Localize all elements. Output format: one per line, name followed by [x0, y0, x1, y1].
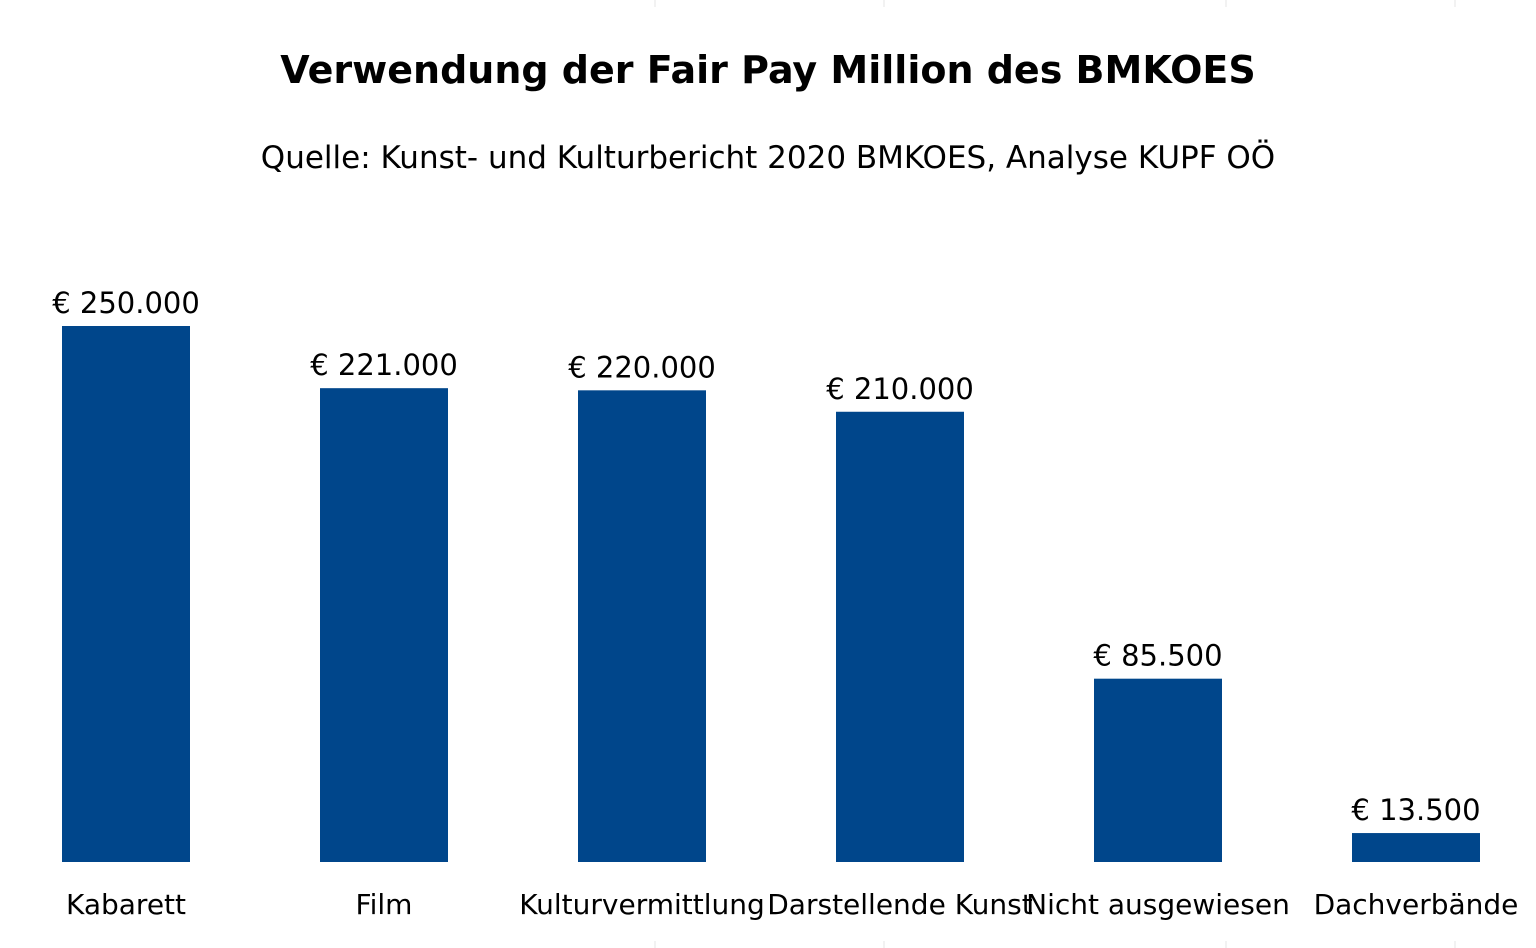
bar-4 [1094, 678, 1222, 862]
bar-0 [62, 326, 190, 862]
data-label-3: € 210.000 [826, 372, 974, 406]
bar-1 [320, 388, 448, 862]
data-label-0: € 250.000 [52, 286, 200, 320]
category-labels: Kabarett Film Kulturvermittlung Darstellend… [66, 888, 1518, 921]
bar-3 [836, 411, 964, 862]
category-label-0: Kabarett [66, 888, 186, 921]
data-label-1: € 221.000 [310, 348, 458, 382]
category-label-4: Nicht ausgewiesen [1026, 888, 1290, 921]
data-label-2: € 220.000 [568, 350, 716, 384]
bar-5 [1352, 833, 1480, 862]
category-label-1: Film [356, 888, 413, 921]
value-labels: € 250.000 € 221.000 € 220.000 € 210.000 € 85… [52, 286, 1480, 827]
chart-subtitle: Quelle: Kunst- und Kulturbericht 2020 BM… [260, 140, 1276, 176]
category-label-5: Dachverbände [1314, 888, 1519, 921]
data-label-4: € 85.500 [1093, 639, 1222, 673]
data-label-5: € 13.500 [1351, 793, 1480, 827]
frame-ticks [654, 0, 1456, 948]
category-label-2: Kulturvermittlung [519, 888, 765, 921]
bars [62, 326, 1480, 862]
category-label-3: Darstellende Kunst [767, 888, 1033, 921]
chart-title: Verwendung der Fair Pay Million des BMKO… [280, 48, 1256, 92]
bar-2 [578, 390, 706, 862]
